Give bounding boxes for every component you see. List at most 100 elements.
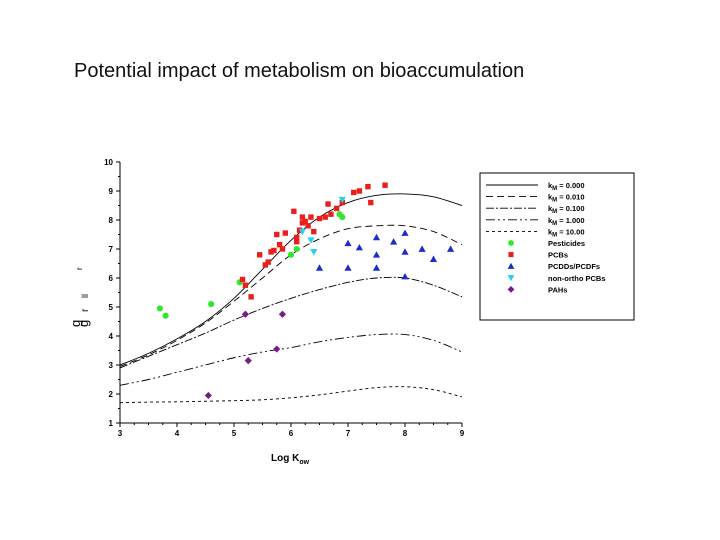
model-line-2 [119,276,463,369]
legend-marker-pahs [507,286,515,293]
y-tick-label: 2 [109,390,114,399]
chart-axes: 3 4 5 6 7 8 9 1 2 3 4 5 6 7 8 9 10 [104,158,465,438]
point-pesticides [287,251,295,258]
x-tick-label: 4 [175,429,180,438]
legend-label-3: kM = 1.000 [548,216,585,227]
slide-title: Potential impact of metabolism on bioacc… [74,60,525,82]
point-pcbs [299,214,306,220]
point-pcdds-pcdfs [372,233,381,241]
legend-label-pcdds-pcdfs: PCDDs/PCDFs [548,262,600,271]
point-pcbs [351,189,357,196]
point-pcdds-pcdfs [344,239,352,247]
point-pcbs [302,218,308,225]
point-pcbs [276,241,283,248]
point-pahs [241,310,249,318]
point-pcbs [325,201,331,207]
point-pcbs [305,223,311,229]
point-pcbs [265,259,271,265]
point-non-ortho-pcbs [310,249,318,256]
legend-label-4: kM = 10.00 [548,227,585,238]
legend-label-2: kM = 0.100 [548,204,585,215]
legend-label-0: kM = 0.000 [548,181,585,192]
point-pcbs [279,246,286,252]
point-pahs [244,357,252,365]
legend-marker-non-ortho-pcbs [507,275,515,282]
legend-box [479,172,635,321]
legend-label-1: kM = 0.010 [548,193,585,204]
point-pcbs [368,199,374,206]
y-tick-label: 6 [109,274,114,283]
point-pcbs [242,282,249,288]
point-pcdds-pcdfs [447,245,455,252]
point-pahs [278,310,287,318]
point-pcbs [294,239,300,245]
point-non-ortho-pcbs [338,196,346,204]
y-tick-label: 10 [104,158,113,167]
point-pcdds-pcdfs [372,251,381,258]
x-tick-label: 7 [346,429,351,438]
point-pcdds-pcdfs [401,229,409,236]
point-pcbs [308,214,314,220]
point-pcbs [296,227,303,233]
point-pcbs [268,249,274,255]
point-pcbs [299,220,306,226]
point-pcbs [239,276,246,283]
x-tick-label: 9 [460,429,465,438]
y-tick-label: 5 [109,303,114,312]
y-axis-label-fragment: r [75,267,84,270]
model-line-1 [119,224,463,367]
point-pcbs [311,228,317,235]
y-axis-label-fragment: r [80,308,91,312]
legend-marker-pcdds-pcdfs [507,262,515,269]
point-pcbs [248,294,254,300]
point-non-ortho-pcbs [307,237,315,244]
legend-label-pahs: PAHs [548,285,567,294]
point-pesticides [339,214,346,221]
scatter-points [156,182,455,400]
point-pcbs [291,208,297,214]
point-pesticides [293,245,300,253]
point-pcbs [322,214,328,220]
point-pesticides [208,301,215,308]
point-pahs [204,391,212,400]
y-tick-label: 9 [109,187,114,196]
legend-label-non-ortho-pcbs: non-ortho PCBs [548,274,606,283]
x-axis-label-subscript: ow [299,459,309,466]
point-pcbs [316,215,323,222]
point-pcbs [274,231,280,238]
point-pcbs [294,234,300,241]
point-pcbs [328,211,334,217]
legend-marker-pcbs [508,252,514,258]
legend-marker-pesticides [508,240,514,246]
point-pcbs [262,262,269,268]
y-tick-label: 1 [109,419,114,428]
model-line-4 [119,386,463,404]
y-axis-label-fragment: g [76,320,91,327]
point-pcbs [271,247,277,254]
point-pcdds-pcdfs [355,243,363,251]
legend-label-pcbs: PCBs [548,251,568,260]
y-axis-label-fragment: ll [80,294,90,298]
x-tick-label: 8 [403,429,408,438]
y-tick-label: 7 [109,245,114,254]
point-non-ortho-pcbs [298,228,306,236]
point-pcdds-pcdfs [429,255,438,263]
y-axis-label-fragment: g [68,320,83,327]
point-pcdds-pcdfs [372,264,381,271]
x-axis-label: Log Kow [271,453,310,466]
point-pcbs [356,188,363,194]
y-axis-label-fragments: gg r ll r [68,267,91,327]
point-pahs [273,345,281,353]
point-pcdds-pcdfs [344,264,352,271]
point-pcdds-pcdfs [401,248,409,255]
y-tick-label: 3 [109,361,114,370]
point-pesticides [156,305,163,312]
y-tick-label: 8 [109,216,114,225]
x-tick-label: 6 [289,429,294,438]
point-pcbs [365,183,371,190]
model-line-0 [119,193,463,366]
x-axis-label-main: Log K [271,453,300,464]
x-tick-label: 3 [118,429,123,438]
